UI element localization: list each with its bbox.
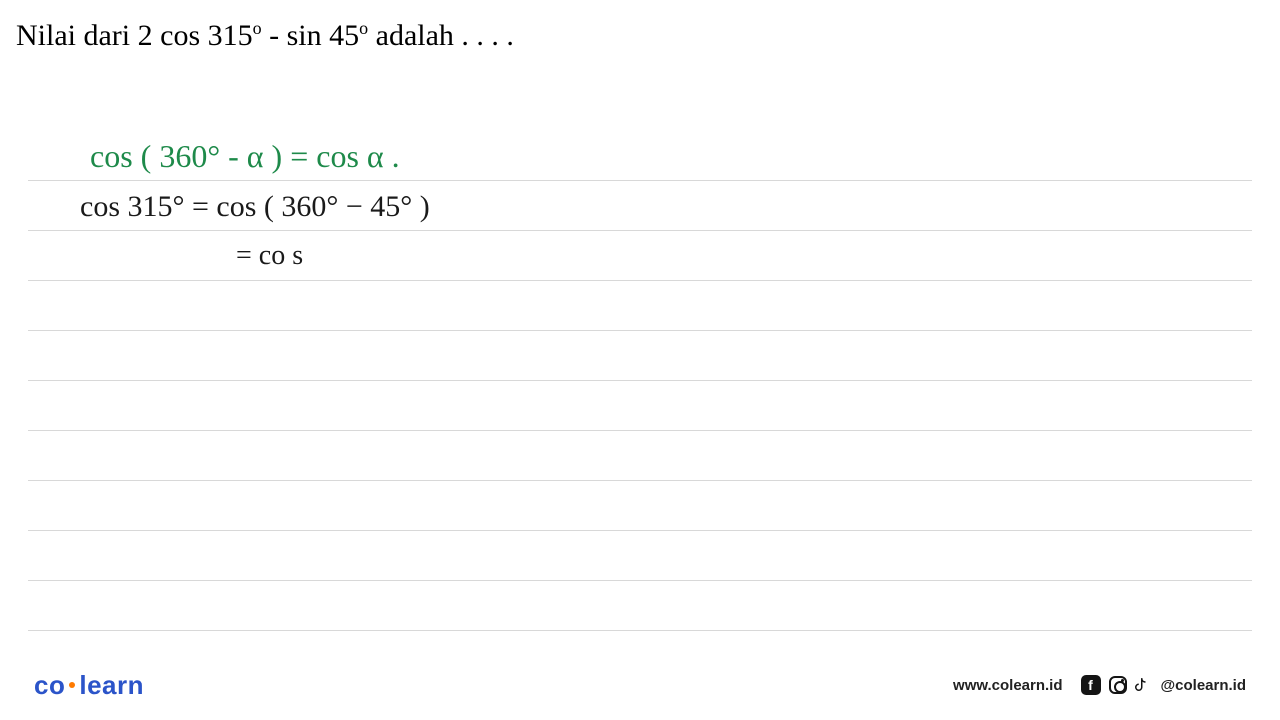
ruled-line bbox=[28, 430, 1252, 431]
question-text: Nilai dari 2 cos 315o - sin 45o adalah .… bbox=[0, 0, 1280, 53]
ruled-line bbox=[28, 230, 1252, 231]
question-part3: adalah . . . . bbox=[368, 19, 514, 52]
degree-sup-1: o bbox=[253, 18, 262, 38]
ruled-line bbox=[28, 480, 1252, 481]
degree-sup-2: o bbox=[359, 18, 368, 38]
tiktok-icon bbox=[1135, 676, 1153, 694]
footer-url: www.colearn.id bbox=[953, 677, 1062, 694]
footer: colearn www.colearn.id f @colearn.id bbox=[0, 650, 1280, 720]
ruled-line bbox=[28, 330, 1252, 331]
social-icons: f @colearn.id bbox=[1081, 675, 1246, 695]
question-part1: Nilai dari 2 cos 315 bbox=[16, 19, 253, 52]
ruled-line bbox=[28, 280, 1252, 281]
ruled-line bbox=[28, 180, 1252, 181]
ruled-line bbox=[28, 530, 1252, 531]
question-part2: - sin 45 bbox=[262, 19, 360, 52]
facebook-icon: f bbox=[1081, 675, 1101, 695]
handwritten-line-2: = co s bbox=[236, 240, 303, 272]
brand-dot-icon bbox=[69, 682, 75, 688]
brand-right: learn bbox=[79, 670, 144, 700]
handwritten-line-0: cos ( 360° - α ) = cos α . bbox=[90, 138, 400, 175]
ruled-line bbox=[28, 630, 1252, 631]
instagram-icon bbox=[1109, 676, 1127, 694]
handwriting-workspace: cos ( 360° - α ) = cos α . cos 315° = cos… bbox=[28, 100, 1252, 640]
brand-left: co bbox=[34, 670, 65, 700]
ruled-line bbox=[28, 380, 1252, 381]
ruled-line bbox=[28, 580, 1252, 581]
social-handle: @colearn.id bbox=[1161, 677, 1246, 694]
handwritten-line-1: cos 315° = cos ( 360° − 45° ) bbox=[80, 190, 430, 224]
brand-logo: colearn bbox=[34, 670, 144, 701]
footer-right: www.colearn.id f @colearn.id bbox=[953, 675, 1246, 695]
